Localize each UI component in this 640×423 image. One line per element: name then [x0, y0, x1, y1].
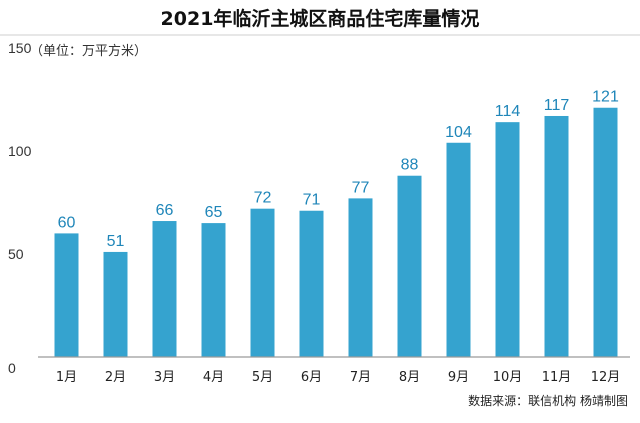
- bar: [201, 223, 226, 357]
- source-note: 数据来源：联信机构 杨靖制图: [468, 393, 628, 408]
- data-label: 77: [352, 179, 370, 196]
- data-label: 71: [303, 192, 321, 209]
- data-label: 121: [592, 89, 619, 106]
- x-tick-label: 7月: [350, 370, 371, 385]
- y-tick-label: 50: [8, 246, 24, 262]
- x-tick-label: 12月: [591, 370, 621, 385]
- y-tick-label: 100: [8, 143, 32, 159]
- x-tick-label: 1月: [56, 370, 77, 385]
- bar: [397, 175, 422, 357]
- bar: [495, 122, 520, 357]
- bars: [54, 107, 618, 358]
- x-tick-label: 6月: [301, 370, 322, 385]
- x-tick-label: 2月: [105, 370, 126, 385]
- y-tick-label: 150: [8, 40, 32, 56]
- bar: [152, 221, 177, 357]
- data-label: 72: [254, 190, 272, 207]
- x-axis-labels: 1月 2月 3月 4月 5月 6月 7月 8月 9月 10月 11月 12月: [56, 370, 620, 385]
- bar: [299, 210, 324, 357]
- bar: [446, 142, 471, 357]
- x-tick-label: 8月: [399, 370, 420, 385]
- data-label: 114: [495, 103, 521, 120]
- bar: [54, 233, 79, 357]
- bar: [593, 107, 618, 358]
- value-labels: 60 51 66 65 72 71 77 88 104 114 117 121: [58, 89, 619, 250]
- unit-note: （单位：万平方米）: [30, 43, 147, 59]
- chart-title: 2021年临沂主城区商品住宅库量情况: [161, 7, 480, 30]
- y-tick-label: 0: [8, 360, 16, 376]
- x-tick-label: 3月: [154, 370, 175, 385]
- x-tick-label: 10月: [493, 370, 523, 385]
- data-label: 60: [58, 214, 76, 231]
- x-tick-label: 5月: [252, 370, 273, 385]
- x-tick-label: 4月: [203, 370, 224, 385]
- x-tick-label: 11月: [542, 370, 572, 385]
- bar: [250, 208, 275, 357]
- data-label: 88: [401, 157, 419, 174]
- x-tick-label: 9月: [448, 370, 469, 385]
- bar: [348, 198, 373, 357]
- data-label: 65: [205, 204, 223, 221]
- y-axis-ticks: 0 50 100 150: [8, 40, 32, 376]
- data-label: 66: [156, 202, 174, 219]
- bar: [544, 115, 569, 357]
- bar: [103, 251, 128, 357]
- data-label: 51: [107, 233, 125, 250]
- data-label: 117: [544, 97, 570, 114]
- data-label: 104: [445, 124, 472, 141]
